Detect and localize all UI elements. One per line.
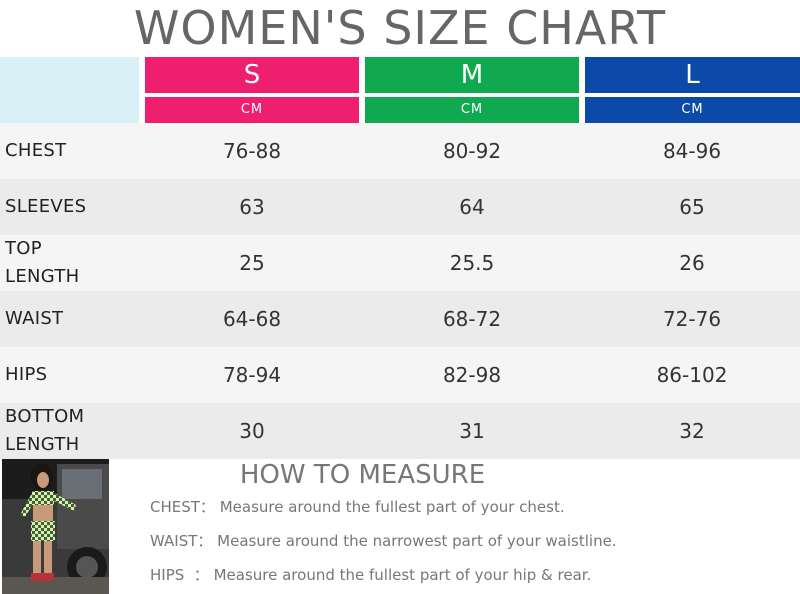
unit-header-l: CM — [585, 97, 800, 123]
cell-sleeves-l: 65 — [679, 195, 705, 219]
cell-hips-m: 82-98 — [442, 363, 502, 387]
table-row: TOP LENGTH 25 25.5 26 — [0, 235, 800, 291]
row-label-bottom-length: BOTTOM LENGTH — [5, 406, 85, 455]
how-to-measure-title: HOW TO MEASURE — [239, 460, 486, 490]
row-label-hips: HIPS — [5, 364, 48, 385]
size-header-l: L — [585, 57, 800, 93]
cell-waist-l: 72-76 — [662, 307, 722, 331]
row-label-top-length: TOP LENGTH — [5, 238, 80, 287]
unit-header-m: CM — [365, 97, 579, 123]
cell-top-length-m: 25.5 — [449, 251, 495, 275]
cell-top-length-s: 25 — [239, 251, 265, 275]
row-label-chest: CHEST — [5, 140, 67, 161]
cell-bottom-length-l: 32 — [679, 419, 705, 443]
measure-text-waist: Measure around the narrowest part of you… — [217, 532, 617, 550]
size-header-m: M — [365, 57, 579, 93]
measure-key-waist: WAIST： — [150, 532, 213, 550]
cell-chest-l: 84-96 — [662, 139, 722, 163]
model-photo — [2, 459, 109, 594]
cell-sleeves-s: 63 — [239, 195, 265, 219]
size-header-s: S — [145, 57, 359, 93]
measure-hips: HIPS ： Measure around the fullest part o… — [150, 563, 591, 587]
chart-title: WOMEN'S SIZE CHART — [133, 1, 667, 55]
measure-text-hips: Measure around the fullest part of your … — [213, 566, 592, 584]
table-row: BOTTOM LENGTH 30 31 32 — [0, 403, 800, 459]
measure-text-chest: Measure around the fullest part of your … — [219, 498, 565, 516]
row-label-sleeves: SLEEVES — [5, 196, 87, 217]
table-row: SLEEVES 63 64 65 — [0, 179, 800, 235]
cell-hips-l: 86-102 — [656, 363, 728, 387]
row-label-waist: WAIST — [5, 308, 64, 329]
cell-bottom-length-m: 31 — [459, 419, 485, 443]
measure-waist: WAIST： Measure around the narrowest part… — [150, 529, 617, 553]
table-row: CHEST 76-88 80-92 84-96 — [0, 123, 800, 179]
cell-chest-s: 76-88 — [222, 139, 282, 163]
cell-waist-s: 64-68 — [222, 307, 282, 331]
cell-hips-s: 78-94 — [222, 363, 282, 387]
measure-key-chest: CHEST： — [150, 498, 215, 516]
unit-header-s: CM — [145, 97, 359, 123]
measure-key-hips: HIPS ： — [150, 566, 209, 584]
cell-waist-m: 68-72 — [442, 307, 502, 331]
measure-chest: CHEST： Measure around the fullest part o… — [150, 495, 565, 519]
table-row: HIPS 78-94 82-98 86-102 — [0, 347, 800, 403]
cell-top-length-l: 26 — [679, 251, 705, 275]
table-row: WAIST 64-68 68-72 72-76 — [0, 291, 800, 347]
header-corner — [0, 57, 139, 123]
cell-chest-m: 80-92 — [442, 139, 502, 163]
cell-bottom-length-s: 30 — [239, 419, 265, 443]
cell-sleeves-m: 64 — [459, 195, 485, 219]
